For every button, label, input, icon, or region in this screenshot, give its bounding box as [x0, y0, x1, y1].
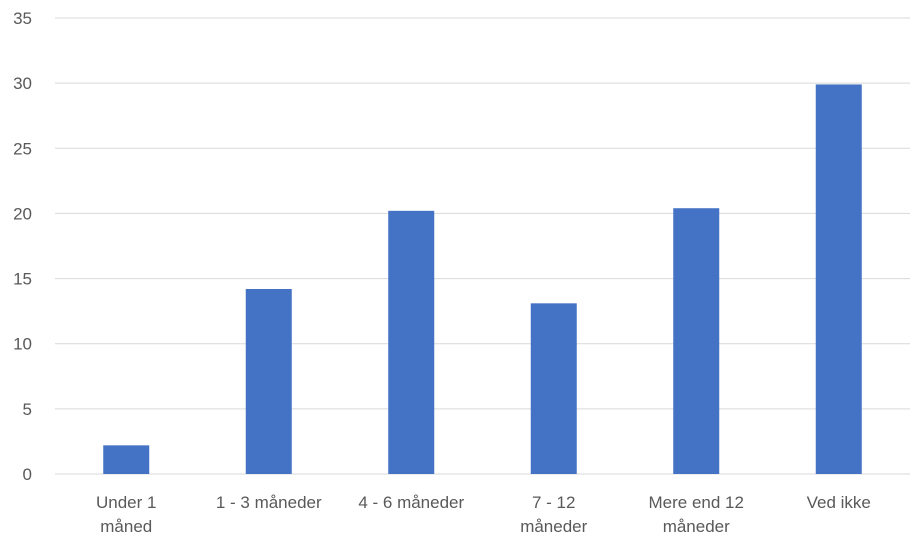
bar [245, 288, 292, 474]
y-tick-label: 25 [13, 139, 32, 158]
x-tick-label: Mere end 12 måneder [649, 493, 744, 536]
gridlines [55, 17, 910, 475]
x-tick-label-line: 4 - 6 måneder [358, 493, 464, 512]
x-tick-label-line: måneder [520, 517, 587, 536]
x-axis-tick-labels: Under 1 måned 1 - 3 måneder 4 - 6 måneder 7 … [96, 493, 871, 536]
x-tick-label-line: 1 - 3 måneder [216, 493, 322, 512]
x-tick-label-line: Ved ikke [807, 493, 871, 512]
x-tick-label-line: 7 - 12 [532, 493, 575, 512]
y-tick-label: 0 [23, 465, 32, 484]
x-tick-label: Ved ikke [807, 493, 871, 512]
bars [103, 84, 862, 475]
y-axis-tick-labels: 0 5 10 15 20 25 30 35 [13, 9, 32, 484]
x-tick-label: Under 1 måned [96, 493, 156, 536]
x-tick-label: 1 - 3 måneder [216, 493, 322, 512]
y-tick-label: 5 [23, 400, 32, 419]
x-tick-label-line: måned [100, 517, 152, 536]
y-tick-label: 35 [13, 9, 32, 28]
bar [815, 84, 862, 475]
x-tick-label: 4 - 6 måneder [358, 493, 464, 512]
bar [673, 208, 720, 474]
y-tick-label: 15 [13, 270, 32, 289]
x-tick-label-line: Under 1 [96, 493, 156, 512]
y-tick-label: 30 [13, 74, 32, 93]
bar [103, 445, 150, 474]
x-tick-label: 7 - 12 måneder [520, 493, 587, 536]
y-tick-label: 10 [13, 335, 32, 354]
x-tick-label-line: måneder [663, 517, 730, 536]
bar [530, 303, 577, 474]
y-tick-label: 20 [13, 204, 32, 223]
x-tick-label-line: Mere end 12 [649, 493, 744, 512]
bar [388, 210, 435, 474]
